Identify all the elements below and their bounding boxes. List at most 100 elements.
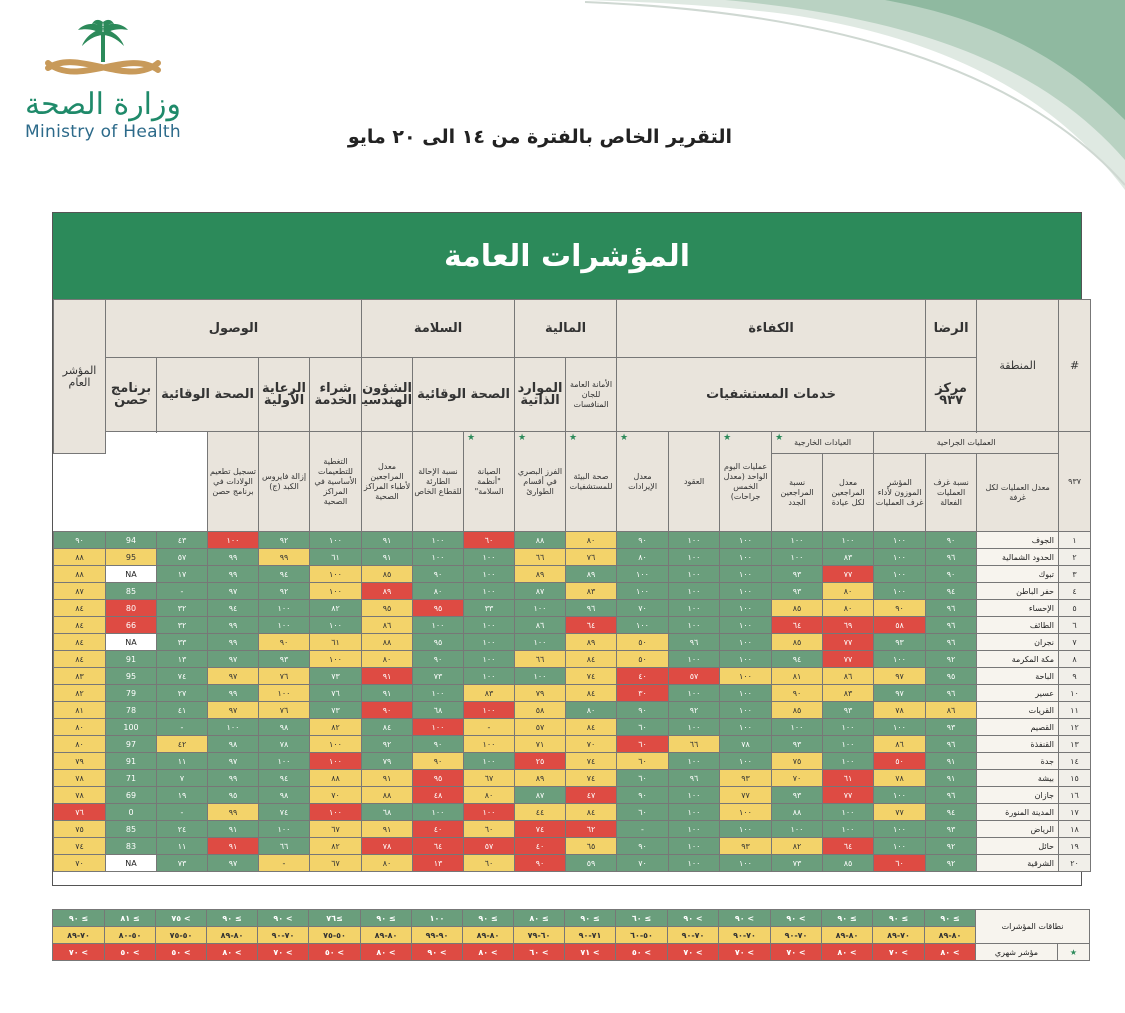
indicator-cell: ٩٠ xyxy=(258,633,310,651)
range-cell: > ٨٠ xyxy=(462,943,514,961)
indicator-cell: ١٠٠ xyxy=(258,599,310,617)
indicator-cell: ٨٨ xyxy=(361,633,413,651)
indicator-cell: 80 xyxy=(105,599,157,617)
indicator-cell: ٩٠ xyxy=(873,599,926,617)
indicators-panel: المؤشرات العامة # المنطقة الرضا الكفاءة … xyxy=(52,212,1092,886)
sub-purchase-service: شراء الخدمة xyxy=(309,357,363,432)
indicator-cell: 79 xyxy=(105,684,157,702)
row-region: الحدود الشمالية xyxy=(976,548,1059,566)
indicator-cell: ١٠٠ xyxy=(412,531,464,549)
indicator-cell: ٤١ xyxy=(156,701,208,719)
sub-access-preventive: الصحة الوقائية xyxy=(156,357,260,432)
indicator-cell: ٧٥ xyxy=(53,820,106,838)
indicator-cell: ١٠٠ xyxy=(258,752,310,770)
indicator-cell: ٩١ xyxy=(207,820,259,838)
indicator-cell: ٤٣ xyxy=(156,531,208,549)
indicator-cell: ١٠٠ xyxy=(309,565,362,583)
indicator-cell: ٧٧ xyxy=(822,565,874,583)
indicator-cell: ١٠٠ xyxy=(309,531,362,549)
indicator-cell: ٩٦ xyxy=(925,616,977,634)
range-row-green: نطاقات المؤشرات ≥ ٩٠ ≥ ٩٠ ≥ ٩٠ > ٩٠ > ٩٠ > ٩٠ ≥… xyxy=(52,909,1091,944)
indicator-cell: ١٠٠ xyxy=(719,667,772,685)
range-cell: ٨٠-٨٩ xyxy=(360,926,412,944)
indicator-cell: ٦٠ xyxy=(463,531,515,549)
indicator-cell: ٩٧ xyxy=(207,582,259,600)
range-cell: ٨٠-٨٩ xyxy=(206,926,258,944)
leaf-revenue-rate: معدل الإيرادات xyxy=(616,431,670,532)
indicator-cell: ٩١ xyxy=(361,684,413,702)
range-row-red: ★ مؤشر شهري > ٨٠ > ٧٠ > ٨٠ > ٧٠ > ٧٠ > ٧٠ > ٥٠ > … xyxy=(52,943,1091,961)
indicator-cell: ١٣ xyxy=(412,854,464,872)
indicator-cell: ٢٧ xyxy=(156,684,208,702)
indicator-cell: 71 xyxy=(105,769,157,787)
col-overall: المؤشر العام xyxy=(53,299,106,454)
indicator-cell: ١٠٠ xyxy=(412,548,464,566)
indicator-cell: ٨٥ xyxy=(771,701,823,719)
leaf-ops-per-room: معدل العمليات لكل غرفة xyxy=(976,453,1060,532)
table-row: ٢ الحدود الشمالية ٩٦ ١٠٠ ٨٣ ١٠٠ ١٠٠ ١٠٠ ٨٠ ٧٦ ٦٦ ١٠… xyxy=(53,548,1091,566)
indicator-cell: ١٠٠ xyxy=(719,616,772,634)
indicator-cell: NA xyxy=(105,854,157,872)
indicator-cell: ١٠٠ xyxy=(668,565,720,583)
indicator-cell: ٧٦ xyxy=(565,548,617,566)
range-cell: ≥ ٩٠ xyxy=(872,909,925,927)
col-region: المنطقة xyxy=(976,299,1060,432)
indicator-cell: ٩١ xyxy=(361,667,413,685)
indicator-cell: ١٠٠ xyxy=(719,684,772,702)
range-cell: > ٩٠ xyxy=(411,943,463,961)
indicator-cell: ٨٤ xyxy=(53,650,106,668)
indicator-cell: ٧٠ xyxy=(616,854,669,872)
sub-center937: مركز ٩٣٧ xyxy=(925,357,978,432)
row-number: ٢ xyxy=(1058,548,1091,566)
indicator-cell: ٨٤ xyxy=(53,616,106,634)
indicators-table: ١ الجوف ٩٠ ١٠٠ ١٠٠ ١٠٠ ١٠٠ ١٠٠ ٩٠ ٨٠ ٨٨ ٦٠ ١٠٠ ٩١ ١٠٠ ٩… xyxy=(53,531,1091,872)
indicator-cell: 91 xyxy=(105,752,157,770)
leaf-weighted-or: المؤشر الموزون لأداء غرف العمليات xyxy=(873,453,927,532)
indicator-cell: ٧٨ xyxy=(53,786,106,804)
range-cell: ≥ ٨٠ xyxy=(513,909,565,927)
indicator-cell: ٩٠ xyxy=(616,531,669,549)
range-cell: ٥٠-٧٥ xyxy=(308,926,361,944)
indicator-cell: ١٠٠ xyxy=(719,718,772,736)
indicator-cell: ٦٤ xyxy=(822,837,874,855)
indicator-cell: ٩٩ xyxy=(207,565,259,583)
indicator-cell: ٨٢ xyxy=(309,837,362,855)
indicator-cell: ٥٨ xyxy=(514,701,566,719)
indicator-cell: ٤٠ xyxy=(616,667,669,685)
row-number: ١٩ xyxy=(1058,837,1091,855)
indicator-cell: ٩٣ xyxy=(719,837,772,855)
row-number: ٩ xyxy=(1058,667,1091,685)
indicator-cell: NA xyxy=(105,633,157,651)
indicator-cell: ١٠٠ xyxy=(873,565,926,583)
row-number: ١٤ xyxy=(1058,752,1091,770)
indicator-cell: ٣٢ xyxy=(156,599,208,617)
indicator-cell: ٩٠ xyxy=(616,701,669,719)
indicator-cell: - xyxy=(156,803,208,821)
indicator-cell: 95 xyxy=(105,548,157,566)
indicator-cell: 66 xyxy=(105,616,157,634)
row-region: الباحة xyxy=(976,667,1059,685)
indicator-cell: ٧٠ xyxy=(53,854,106,872)
group-safety: السلامة xyxy=(361,299,516,358)
indicator-cell: ١٠٠ xyxy=(309,803,362,821)
indicator-cell: ٩٠ xyxy=(514,854,566,872)
indicator-cell: ٩٢ xyxy=(925,650,977,668)
indicator-cell: ٨٠ xyxy=(822,582,874,600)
indicator-cell: ٨٠ xyxy=(463,786,515,804)
indicator-cell: ٩١ xyxy=(361,820,413,838)
leaf-phc-visits: معدل المراجعين لأطباء المراكز الصحية xyxy=(361,431,414,532)
indicator-cell: ٨٤ xyxy=(53,599,106,617)
indicator-cell: ٥٧ xyxy=(156,548,208,566)
indicator-cell: ٦٤ xyxy=(565,616,617,634)
ranges-label: نطاقات المؤشرات xyxy=(974,909,1091,944)
indicator-cell: ٩٥ xyxy=(207,786,259,804)
indicator-cell: ٩٣ xyxy=(822,701,874,719)
range-cell: ٧٠-٨٩ xyxy=(52,926,105,944)
indicator-cell: ١٠٠ xyxy=(719,582,772,600)
indicator-cell: 94 xyxy=(105,531,157,549)
table-row: ١١ القريات ٨٦ ٧٨ ٩٣ ٨٥ ١٠٠ ٩٢ ٩٠ ٨٠ ٥٨ ١٠٠ ٦٨ ٩٠ ٧٣ ٧٦ ٩… xyxy=(53,701,1091,719)
indicator-cell: ٩٧ xyxy=(207,667,259,685)
sub-finance-committees: الأمانة العامة للجان المنافسات xyxy=(565,357,618,432)
range-cell: > ٧٠ xyxy=(872,943,925,961)
indicator-cell: ١٠٠ xyxy=(463,548,515,566)
